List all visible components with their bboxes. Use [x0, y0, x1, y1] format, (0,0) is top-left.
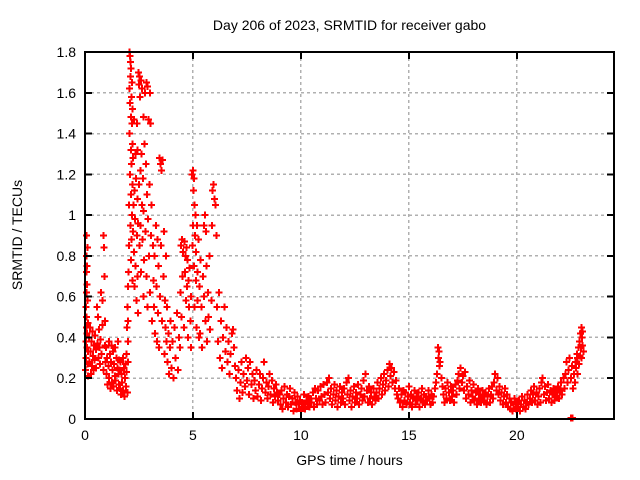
x-tick-label: 5 — [189, 427, 197, 443]
y-tick-label: 1.4 — [57, 126, 77, 142]
x-tick-label: 15 — [401, 427, 417, 443]
x-axis-label: GPS time / hours — [296, 452, 403, 468]
y-tick-label: 1.6 — [57, 85, 77, 101]
chart-title: Day 206 of 2023, SRMTID for receiver gab… — [212, 17, 487, 33]
y-tick-label: 1.8 — [57, 44, 77, 60]
y-tick-label: 1.2 — [57, 166, 77, 182]
y-tick-label: 0.8 — [57, 248, 77, 264]
y-tick-label: 0.4 — [57, 329, 77, 345]
y-tick-label: 1 — [68, 207, 76, 223]
plot-frame — [84, 51, 615, 420]
y-tick-label: 0 — [68, 411, 76, 427]
y-tick-label: 0.2 — [57, 370, 77, 386]
y-tick-label: 0.6 — [57, 289, 77, 305]
x-tick-label: 20 — [509, 427, 525, 443]
x-tick-label: 0 — [81, 427, 89, 443]
x-tick-label: 10 — [293, 427, 309, 443]
data-points — [82, 48, 587, 422]
